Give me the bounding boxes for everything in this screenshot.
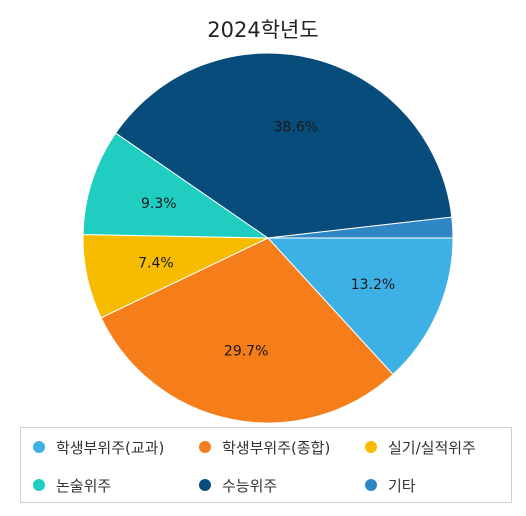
legend-marker-icon <box>365 441 377 453</box>
data-label-slice-0: 13.2% <box>351 277 395 293</box>
legend-label: 기타 <box>388 476 416 495</box>
legend-item-3[interactable]: 논술위주 <box>33 466 199 504</box>
legend-item-0[interactable]: 학생부위주(교과) <box>33 428 199 466</box>
pie-slice-4 <box>114 52 453 239</box>
data-label-slice-1: 29.7% <box>224 344 268 360</box>
legend-label: 수능위주 <box>222 476 278 495</box>
legend-item-4[interactable]: 수능위주 <box>199 466 365 504</box>
pie-slice-1 <box>100 237 394 424</box>
data-label-slice-4: 38.6% <box>274 120 318 136</box>
legend-marker-icon <box>199 479 211 491</box>
legend-marker-icon <box>33 479 45 491</box>
pie-chart: 13.2% 29.7% 7.4% 9.3% 38.6% <box>82 52 454 424</box>
legend-label: 학생부위주(교과) <box>56 438 165 457</box>
legend-item-5[interactable]: 기타 <box>365 466 525 504</box>
legend-label: 학생부위주(종합) <box>222 438 331 457</box>
data-label-slice-2: 7.4% <box>138 255 174 271</box>
pie-slice-0 <box>266 237 454 376</box>
pie-slice-5 <box>267 216 454 239</box>
legend-item-1[interactable]: 학생부위주(종합) <box>199 428 365 466</box>
legend-marker-icon <box>199 441 211 453</box>
pie-slice-3 <box>82 132 270 239</box>
legend-item-2[interactable]: 실기/실적위주 <box>365 428 525 466</box>
chart-title: 2024학년도 <box>207 18 319 42</box>
legend-marker-icon <box>33 441 45 453</box>
data-label-slice-3: 9.3% <box>141 196 177 212</box>
legend-marker-icon <box>365 479 377 491</box>
legend-label: 실기/실적위주 <box>388 438 476 457</box>
legend-label: 논술위주 <box>56 476 112 495</box>
